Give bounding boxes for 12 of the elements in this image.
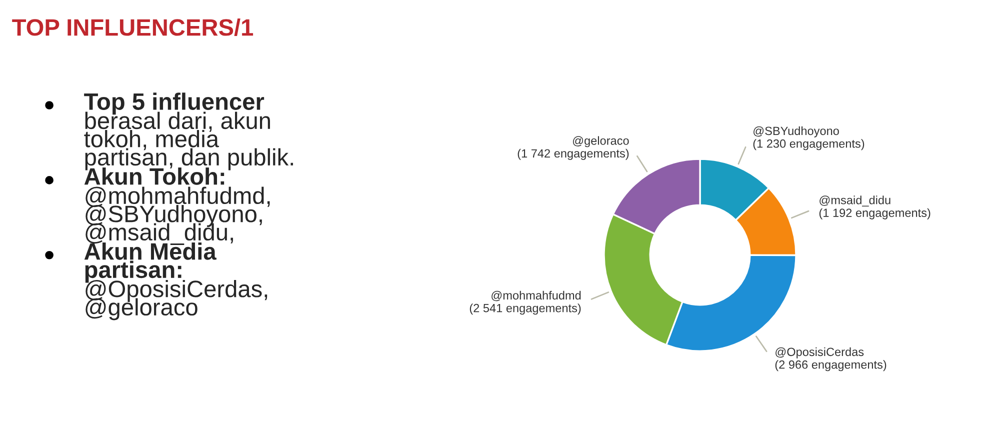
data-label: (1 230 engagements) (753, 139, 864, 150)
text: @mohmahfudmd, @SBYudhoyono, @msaid_didu, (86, 186, 270, 246)
data-label: (1 742 engagements) (518, 148, 629, 160)
data-label: (1 192 engagements) (819, 208, 930, 220)
data-label: (2 966 engagements) (775, 360, 886, 372)
slice-label: @mohmahfudmd (492, 290, 581, 302)
slice-label: @SBYudhoyono (754, 126, 839, 138)
slice-label: @msaid_didu (820, 196, 890, 207)
data-label: (2 541 engagements) (470, 304, 581, 315)
slice-label: @geloraco (572, 136, 629, 148)
text: TOP INFLUENCERS/1 (12, 18, 254, 36)
slice-label: @OposisiCerdas (776, 347, 864, 358)
